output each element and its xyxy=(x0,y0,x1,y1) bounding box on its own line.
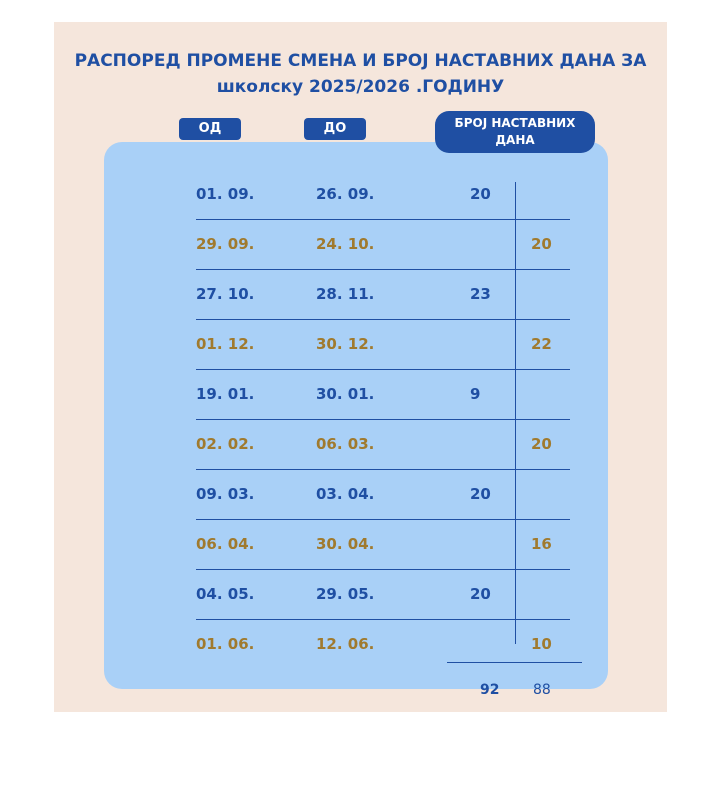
row-separator xyxy=(196,319,570,320)
row-to: 28. 11. xyxy=(316,285,375,303)
title-line-2: школску 2025/2026 .ГОДИНУ xyxy=(216,77,505,97)
row-to: 29. 05. xyxy=(316,585,375,603)
row-to: 06. 03. xyxy=(316,435,375,453)
row-to: 03. 04. xyxy=(316,485,375,503)
row-from: 27. 10. xyxy=(196,285,255,303)
schedule-panel xyxy=(104,142,608,689)
row-days: 20 xyxy=(531,235,552,253)
table-row: 01. 06. 12. 06. 10 xyxy=(0,632,721,680)
row-separator xyxy=(196,369,570,370)
total-right: 88 xyxy=(533,682,551,698)
row-to: 30. 12. xyxy=(316,335,375,353)
row-from: 01. 09. xyxy=(196,185,255,203)
row-from: 02. 02. xyxy=(196,435,255,453)
row-to: 24. 10. xyxy=(316,235,375,253)
row-from: 09. 03. xyxy=(196,485,255,503)
row-days: 20 xyxy=(531,435,552,453)
row-separator xyxy=(196,519,570,520)
row-separator xyxy=(196,469,570,470)
row-days: 22 xyxy=(531,335,552,353)
row-separator xyxy=(196,569,570,570)
header-days-line-1: БРОЈ НАСТАВНИХ xyxy=(454,116,576,130)
table-row: 01. 09. 26. 09. 20 xyxy=(0,182,721,230)
table-row: 09. 03. 03. 04. 20 xyxy=(0,482,721,530)
table-row: 19. 01. 30. 01. 9 xyxy=(0,382,721,430)
total-line xyxy=(447,662,582,663)
table-row: 02. 02. 06. 03. 20 xyxy=(0,432,721,480)
row-from: 04. 05. xyxy=(196,585,255,603)
page-title: РАСПОРЕД ПРОМЕНЕ СМЕНА И БРОЈ НАСТАВНИХ … xyxy=(54,48,667,100)
row-to: 26. 09. xyxy=(316,185,375,203)
row-to: 12. 06. xyxy=(316,635,375,653)
table-row: 04. 05. 29. 05. 20 xyxy=(0,582,721,630)
table-row: 29. 09. 24. 10. 20 xyxy=(0,232,721,280)
row-days: 9 xyxy=(470,385,481,403)
header-days-line-2: ДАНА xyxy=(495,133,535,147)
title-line-1: РАСПОРЕД ПРОМЕНЕ СМЕНА И БРОЈ НАСТАВНИХ … xyxy=(74,51,647,71)
row-from: 01. 06. xyxy=(196,635,255,653)
row-days: 10 xyxy=(531,635,552,653)
row-separator xyxy=(196,219,570,220)
header-to: ДО xyxy=(304,118,366,140)
row-days: 20 xyxy=(470,485,491,503)
row-from: 06. 04. xyxy=(196,535,255,553)
row-to: 30. 04. xyxy=(316,535,375,553)
total-left: 92 xyxy=(480,682,500,698)
row-separator xyxy=(196,269,570,270)
row-from: 19. 01. xyxy=(196,385,255,403)
row-days: 20 xyxy=(470,585,491,603)
row-to: 30. 01. xyxy=(316,385,375,403)
table-row: 01. 12. 30. 12. 22 xyxy=(0,332,721,380)
table-row: 06. 04. 30. 04. 16 xyxy=(0,532,721,580)
row-days: 23 xyxy=(470,285,491,303)
header-from: ОД xyxy=(179,118,241,140)
row-days: 20 xyxy=(470,185,491,203)
row-from: 01. 12. xyxy=(196,335,255,353)
row-separator xyxy=(196,419,570,420)
row-days: 16 xyxy=(531,535,552,553)
row-from: 29. 09. xyxy=(196,235,255,253)
row-separator xyxy=(196,619,570,620)
column-divider xyxy=(515,182,516,644)
header-days: БРОЈ НАСТАВНИХ ДАНА xyxy=(435,111,595,153)
table-row: 27. 10. 28. 11. 23 xyxy=(0,282,721,330)
